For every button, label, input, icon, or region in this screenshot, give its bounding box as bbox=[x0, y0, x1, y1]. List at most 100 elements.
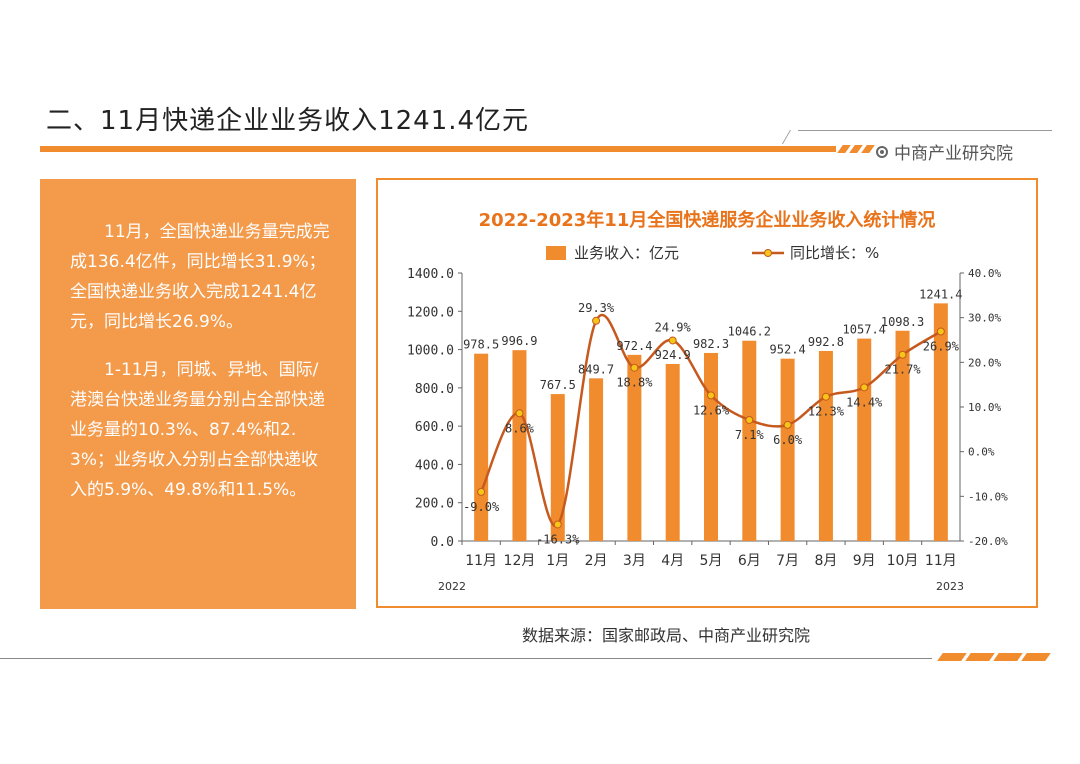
bar-value-label: 1046.2 bbox=[728, 325, 771, 339]
legend-line-marker bbox=[764, 249, 772, 257]
header-decor-line bbox=[798, 130, 1052, 131]
bar-value-label: 1057.4 bbox=[843, 323, 886, 337]
left-tick-label: 1400.0 bbox=[407, 267, 454, 282]
legend-line-label: 同比增长：% bbox=[790, 244, 879, 262]
growth-point-8 bbox=[745, 415, 754, 424]
x-tick-label: 12月 bbox=[504, 553, 536, 569]
growth-value-label: 26.9% bbox=[923, 340, 960, 354]
right-tick-label: 0.0% bbox=[968, 446, 995, 459]
year-label-end: 2023 bbox=[936, 580, 964, 593]
title-underline-bar bbox=[40, 146, 836, 152]
growth-point-2 bbox=[515, 409, 524, 418]
left-tick-label: 200.0 bbox=[415, 497, 454, 512]
growth-value-label: 14.4% bbox=[846, 395, 883, 409]
growth-value-label: 21.7% bbox=[884, 363, 921, 377]
x-tick-label: 5月 bbox=[700, 553, 723, 569]
growth-point-4 bbox=[592, 316, 601, 325]
legend-bar-label: 业务收入：亿元 bbox=[574, 244, 679, 262]
bar-1 bbox=[474, 353, 489, 541]
growth-point-1 bbox=[477, 487, 486, 496]
x-tick-label: 2月 bbox=[585, 553, 608, 569]
bar-12 bbox=[895, 330, 910, 541]
bar-11 bbox=[857, 338, 872, 541]
bar-value-label: 992.8 bbox=[808, 335, 844, 349]
growth-point-12 bbox=[898, 350, 907, 359]
growth-point-3 bbox=[553, 520, 562, 529]
data-source: 数据来源：国家邮政局、中商产业研究院 bbox=[522, 626, 811, 645]
summary-paragraph-1: 11月，全国快递业务量完成完成136.4亿件，同比增长31.9%；全国快递业务收… bbox=[70, 222, 330, 332]
bar-13 bbox=[933, 303, 948, 541]
summary-paragraph-2: 1-11月，同城、异地、国际/港澳台快递业务量分别占全部快递业务量的10.3%、… bbox=[70, 360, 325, 500]
growth-point-6 bbox=[668, 336, 677, 345]
x-tick-label: 11月 bbox=[925, 553, 957, 569]
growth-value-label: 12.3% bbox=[808, 405, 845, 419]
legend-bar-swatch bbox=[546, 246, 566, 260]
x-tick-label: 10月 bbox=[887, 553, 919, 569]
bar-value-label: 849.7 bbox=[578, 362, 614, 376]
bar-value-label: 767.5 bbox=[540, 378, 576, 392]
bar-value-label: 982.3 bbox=[693, 337, 729, 351]
bar-8 bbox=[742, 340, 757, 541]
bar-9 bbox=[780, 358, 795, 541]
bar-value-label: 924.9 bbox=[655, 348, 691, 362]
title-stripes-decor bbox=[837, 145, 875, 153]
growth-point-9 bbox=[783, 420, 792, 429]
right-tick-label: -20.0% bbox=[968, 535, 1008, 548]
bar-2 bbox=[512, 350, 527, 541]
bar-6 bbox=[665, 363, 680, 541]
bar-value-label: 1241.4 bbox=[919, 287, 962, 301]
x-tick-label: 9月 bbox=[853, 553, 876, 569]
left-tick-label: 0.0 bbox=[431, 535, 454, 550]
page-title: 二、11月快递企业业务收入1241.4亿元 bbox=[46, 106, 530, 136]
footer-stripes-decor bbox=[937, 653, 1051, 661]
growth-value-label: -9.0% bbox=[463, 500, 500, 514]
brand-logo-icon bbox=[876, 145, 888, 158]
bar-3 bbox=[550, 394, 565, 541]
bar-value-label: 978.5 bbox=[463, 338, 499, 352]
summary-box: 11月，全国快递业务量完成完成136.4亿件，同比增长31.9%；全国快递业务收… bbox=[40, 179, 356, 609]
brand: 中商产业研究院 bbox=[876, 139, 1013, 164]
brand-name: 中商产业研究院 bbox=[894, 144, 1013, 164]
growth-value-label: 24.9% bbox=[655, 320, 692, 334]
right-tick-label: -10.0% bbox=[968, 490, 1008, 503]
right-tick-label: 30.0% bbox=[968, 312, 1001, 325]
x-tick-label: 1月 bbox=[546, 553, 569, 569]
growth-value-label: 12.6% bbox=[693, 403, 730, 417]
growth-value-label: 29.3% bbox=[578, 301, 615, 315]
x-tick-label: 7月 bbox=[776, 553, 799, 569]
bar-7 bbox=[704, 352, 718, 541]
bar-value-label: 1098.3 bbox=[881, 315, 924, 329]
x-tick-label: 8月 bbox=[814, 553, 837, 569]
growth-point-7 bbox=[707, 391, 715, 400]
left-tick-label: 600.0 bbox=[415, 420, 454, 435]
bar-value-label: 972.4 bbox=[616, 339, 652, 353]
growth-value-label: -16.3% bbox=[536, 532, 580, 546]
bar-10 bbox=[818, 350, 833, 541]
x-tick-label: 4月 bbox=[661, 553, 684, 569]
chart-title: 2022-2023年11月全国快递服务企业业务收入统计情况 bbox=[479, 209, 936, 231]
growth-point-5 bbox=[630, 363, 639, 372]
x-tick-label: 3月 bbox=[623, 553, 646, 569]
header-decor-slant bbox=[781, 130, 791, 144]
left-tick-label: 400.0 bbox=[415, 458, 454, 473]
growth-point-10 bbox=[821, 392, 830, 401]
growth-point-11 bbox=[860, 383, 869, 392]
bar-5 bbox=[627, 354, 642, 541]
growth-value-label: 7.1% bbox=[735, 428, 765, 442]
bar-4 bbox=[589, 378, 604, 541]
bar-value-label: 952.4 bbox=[770, 343, 806, 357]
year-label-start: 2022 bbox=[438, 580, 466, 593]
growth-value-label: 8.6% bbox=[505, 421, 535, 435]
growth-point-13 bbox=[936, 327, 945, 336]
right-tick-label: 40.0% bbox=[968, 267, 1001, 280]
x-tick-label: 6月 bbox=[738, 553, 761, 569]
right-tick-label: 10.0% bbox=[968, 401, 1001, 414]
footer-line bbox=[0, 658, 932, 659]
chart-frame: 2022-2023年11月全国快递服务企业业务收入统计情况业务收入：亿元 同比增长… bbox=[376, 178, 1038, 608]
left-tick-label: 1000.0 bbox=[407, 344, 454, 359]
bar-value-label: 996.9 bbox=[501, 334, 537, 348]
growth-value-label: 6.0% bbox=[773, 433, 803, 447]
left-tick-label: 800.0 bbox=[415, 382, 454, 397]
right-tick-label: 20.0% bbox=[968, 356, 1001, 369]
